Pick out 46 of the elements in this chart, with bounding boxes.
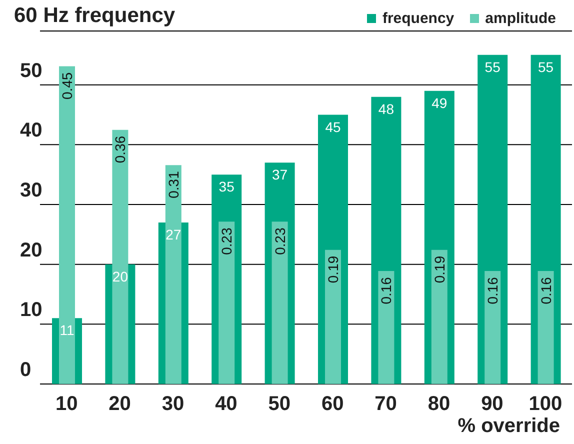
x-tick-label: 70 [374,393,397,416]
x-tick-label: 20 [108,393,131,416]
x-tick-label: 50 [268,393,291,416]
x-axis-title: % override [458,415,560,438]
data-label: 48 [378,100,394,117]
legend-label: frequency [381,10,454,27]
x-tick-label: 100 [528,393,562,416]
y-tick-label: 0 [20,359,32,381]
data-label: 0.16 [378,276,394,304]
data-label: 35 [218,178,235,195]
data-label: 0.23 [272,227,288,255]
y-tick-label: 10 [20,299,42,322]
data-label: 45 [325,118,341,135]
bar [378,271,394,384]
data-label: 0.19 [431,256,448,284]
data-label: 11 [60,322,74,338]
bar [272,222,288,384]
data-label: 0.36 [112,136,128,164]
data-label: 0.31 [165,170,182,198]
data-label: 0.16 [538,276,554,304]
y-tick-label: 20 [20,239,42,262]
bar [325,250,341,384]
data-label: 27 [166,226,182,242]
y-tick-label: 40 [20,120,42,142]
x-tick-label: 60 [321,393,344,416]
data-label: 55 [484,58,501,75]
data-label: 49 [432,94,448,111]
y-tick-label: 50 [20,60,42,82]
data-label: 0.45 [59,72,75,100]
bar [538,271,554,384]
x-tick-label: 40 [215,393,238,416]
data-label: 0.23 [218,227,235,255]
data-label: 55 [538,58,554,75]
bar [431,250,448,384]
x-tick-label: 30 [162,393,184,416]
x-tick-label: 10 [55,393,78,416]
y-tick-label: 30 [20,180,42,202]
x-tick-label: 80 [428,393,450,416]
chart-title: 60 Hz frequency [14,4,176,28]
legend-label: amplitude [484,10,556,27]
data-label: 0.19 [325,256,341,284]
bar [484,271,501,384]
data-label: 20 [112,268,128,284]
data-label: 37 [272,166,288,183]
x-tick-label: 90 [481,393,504,416]
data-label: 0.16 [484,276,501,304]
